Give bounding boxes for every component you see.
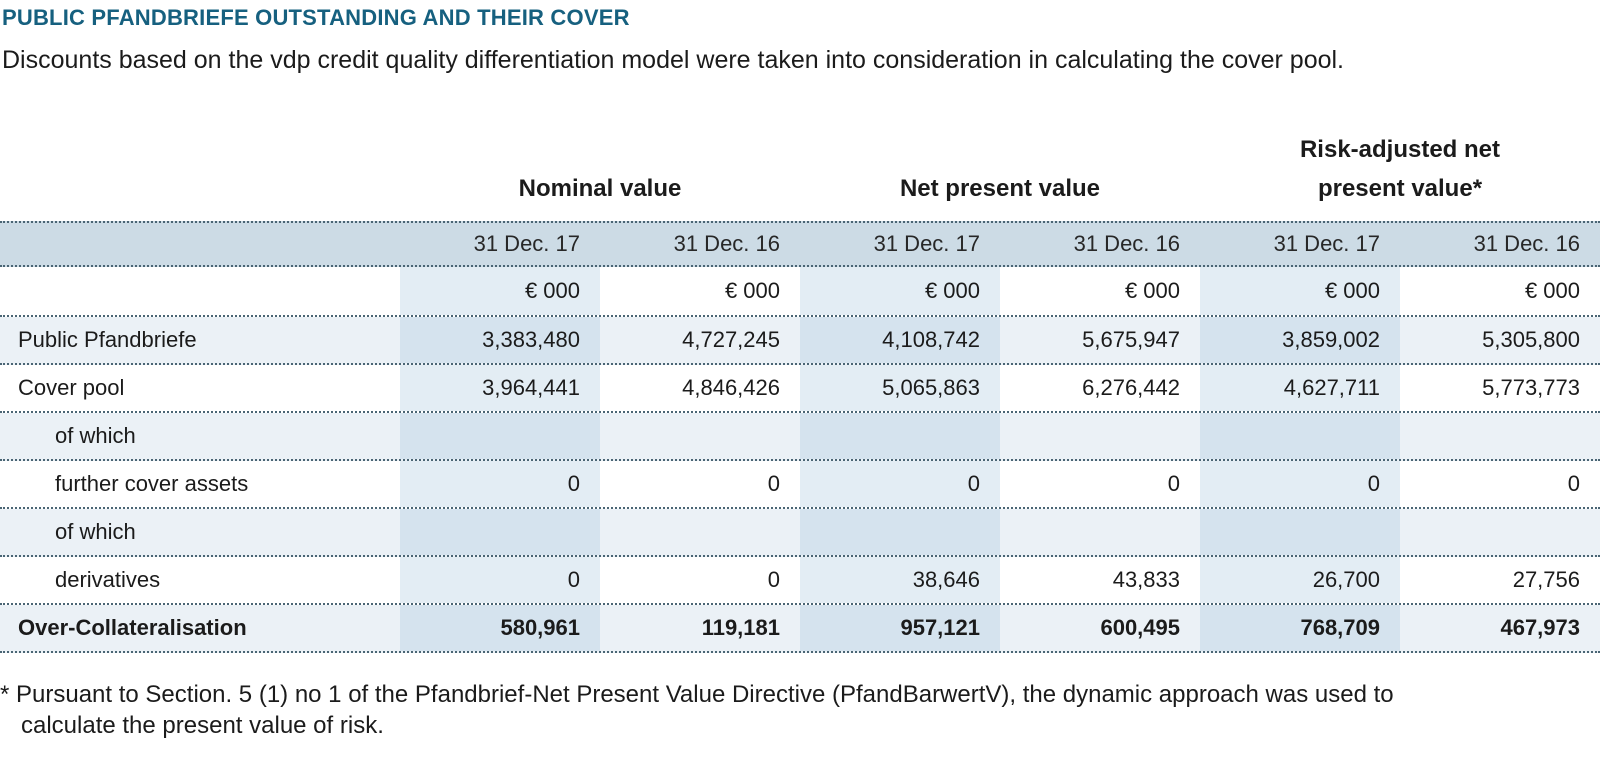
value-cell: 957,121 (800, 605, 1000, 651)
value-cell (1400, 509, 1600, 555)
value-cell: 3,859,002 (1200, 317, 1400, 363)
pfandbriefe-cover-table: Nominal value Net present value Risk-adj… (0, 75, 1600, 653)
unit-cell: € 000 (724, 278, 780, 303)
column-group-label: Net present value (899, 175, 1101, 203)
row-label: of which (55, 423, 136, 448)
unit-cell: € 000 (1124, 278, 1180, 303)
date-header-cell: 31 Dec. 17 (1273, 231, 1380, 256)
value-cell: 3,964,441 (400, 365, 600, 411)
value-cell (1200, 509, 1400, 555)
row-label: Public Pfandbriefe (18, 327, 197, 352)
column-group-nominal-value: Nominal value (400, 170, 800, 221)
unit-header-row: € 000 € 000 € 000 € 000 € 000 € 000 (0, 267, 1600, 317)
date-header-spacer (0, 223, 400, 265)
table-row: Over-Collateralisation 580,961 119,181 957… (0, 605, 1600, 653)
value-cell: 0 (400, 461, 600, 507)
value-cell: 0 (1167, 471, 1180, 496)
value-cell: 5,305,800 (1482, 327, 1580, 352)
value-cell (1000, 413, 1200, 459)
value-cell: 600,495 (1100, 615, 1180, 640)
date-header-cell: 31 Dec. 16 (673, 231, 780, 256)
value-cell (600, 413, 800, 459)
date-header-cell: 31 Dec. 17 (873, 231, 980, 256)
value-cell: 0 (400, 557, 600, 603)
row-label: further cover assets (55, 471, 249, 496)
row-label: Cover pool (18, 375, 125, 400)
page-subtitle: Discounts based on the vdp credit qualit… (2, 46, 1345, 74)
row-label: derivatives (55, 567, 161, 592)
value-cell: 43,833 (1112, 567, 1180, 592)
value-cell: 0 (767, 471, 780, 496)
column-group-header-row: Nominal value Net present value Risk-adj… (0, 75, 1600, 221)
page-title: PUBLIC PFANDBRIEFE OUTSTANDING AND THEIR… (2, 5, 630, 30)
value-cell: 26,700 (1200, 557, 1400, 603)
table-body: Public Pfandbriefe 3,383,480 4,727,245 4,1… (0, 317, 1600, 653)
value-cell (1200, 413, 1400, 459)
value-cell: 0 (1567, 471, 1580, 496)
row-label: Over-Collateralisation (18, 615, 247, 640)
value-cell (1000, 509, 1200, 555)
table-row: Public Pfandbriefe 3,383,480 4,727,245 4,1… (0, 317, 1600, 365)
value-cell (400, 509, 600, 555)
value-cell (600, 509, 800, 555)
value-cell: 4,108,742 (800, 317, 1000, 363)
value-cell: 3,383,480 (400, 317, 600, 363)
footnote: * Pursuant to Section. 5 (1) no 1 of the… (0, 679, 1600, 741)
value-cell: 5,773,773 (1482, 375, 1580, 400)
value-cell: 4,627,711 (1200, 365, 1400, 411)
table-row: Cover pool 3,964,441 4,846,426 5,065,863 6,… (0, 365, 1600, 413)
value-cell: 0 (1200, 461, 1400, 507)
date-header-cell: 31 Dec. 17 (473, 231, 580, 256)
date-header-cell: 31 Dec. 16 (1073, 231, 1180, 256)
value-cell: 4,846,426 (682, 375, 780, 400)
value-cell: 0 (800, 461, 1000, 507)
value-cell: 38,646 (800, 557, 1000, 603)
value-cell: 119,181 (701, 615, 780, 640)
unit-cell: € 000 (800, 267, 1000, 315)
unit-cell: € 000 (1524, 278, 1580, 303)
unit-header-spacer (0, 267, 400, 315)
value-cell: 467,973 (1500, 615, 1580, 640)
value-cell: 5,675,947 (1082, 327, 1180, 352)
footnote-line: calculate the present value of risk. (21, 712, 384, 739)
table-row: of which (0, 509, 1600, 557)
footnote-line: * Pursuant to Section. 5 (1) no 1 of the… (0, 681, 1394, 708)
unit-cell: € 000 (400, 267, 600, 315)
value-cell (800, 413, 1000, 459)
row-label: of which (55, 519, 136, 544)
date-header-cell: 31 Dec. 16 (1473, 231, 1580, 256)
value-cell: 768,709 (1200, 605, 1400, 651)
value-cell: 27,756 (1512, 567, 1580, 592)
table-row: derivatives 0 0 38,646 43,833 26,700 27,756 (0, 557, 1600, 605)
column-group-net-present-value: Net present value (800, 170, 1200, 221)
value-cell: 0 (767, 567, 780, 592)
column-group-risk-adjusted-npv: Risk-adjusted net present value* (1200, 131, 1600, 221)
value-cell: 6,276,442 (1082, 375, 1180, 400)
value-cell (1400, 413, 1600, 459)
value-cell: 580,961 (400, 605, 600, 651)
value-cell (400, 413, 600, 459)
column-group-label: Risk-adjusted net present value* (1299, 136, 1501, 203)
value-cell (800, 509, 1000, 555)
table-row: of which (0, 413, 1600, 461)
value-cell: 5,065,863 (800, 365, 1000, 411)
report-page: PUBLIC PFANDBRIEFE OUTSTANDING AND THEIR… (0, 5, 1600, 778)
date-header-row: 31 Dec. 17 31 Dec. 16 31 Dec. 17 31 Dec.… (0, 221, 1600, 267)
column-group-label: Nominal value (518, 175, 682, 203)
unit-cell: € 000 (1200, 267, 1400, 315)
value-cell: 4,727,245 (682, 327, 780, 352)
